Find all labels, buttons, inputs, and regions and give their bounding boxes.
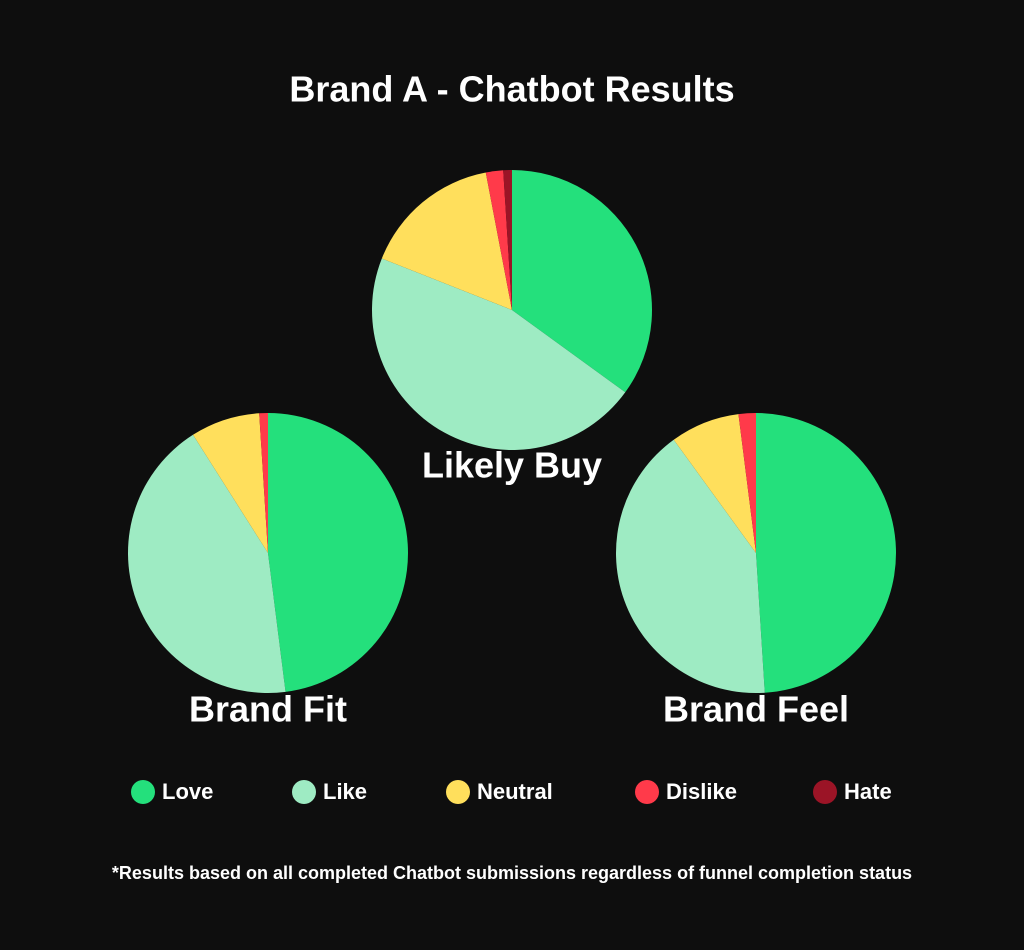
pie-slice — [192, 413, 268, 553]
legend-swatch — [813, 780, 837, 804]
pie-slice — [268, 413, 409, 692]
legend-label: Neutral — [477, 779, 553, 804]
pie-slice — [381, 172, 512, 310]
pie-slice — [503, 170, 512, 310]
pie-slice — [372, 258, 626, 450]
pie-slice — [756, 413, 896, 693]
legend-swatch — [635, 780, 659, 804]
pie-slice — [673, 414, 756, 553]
legend-label: Dislike — [666, 779, 737, 804]
chart-title: Brand A - Chatbot Results — [289, 69, 734, 110]
pie-slice — [512, 170, 652, 393]
legend-label: Like — [323, 779, 367, 804]
pie-slice — [259, 413, 268, 553]
legend-swatch — [292, 780, 316, 804]
pie-slice — [127, 434, 286, 693]
legend-label: Hate — [844, 779, 892, 804]
pie-label: Likely Buy — [422, 445, 602, 486]
pie-slice — [616, 439, 765, 693]
pie-slice — [485, 170, 512, 310]
legend-swatch — [131, 780, 155, 804]
legend-swatch — [446, 780, 470, 804]
pie-label: Brand Feel — [663, 689, 849, 730]
footnote: *Results based on all completed Chatbot … — [112, 863, 912, 883]
pie-label: Brand Fit — [189, 689, 347, 730]
legend-label: Love — [162, 779, 213, 804]
pie-slice — [738, 413, 756, 553]
